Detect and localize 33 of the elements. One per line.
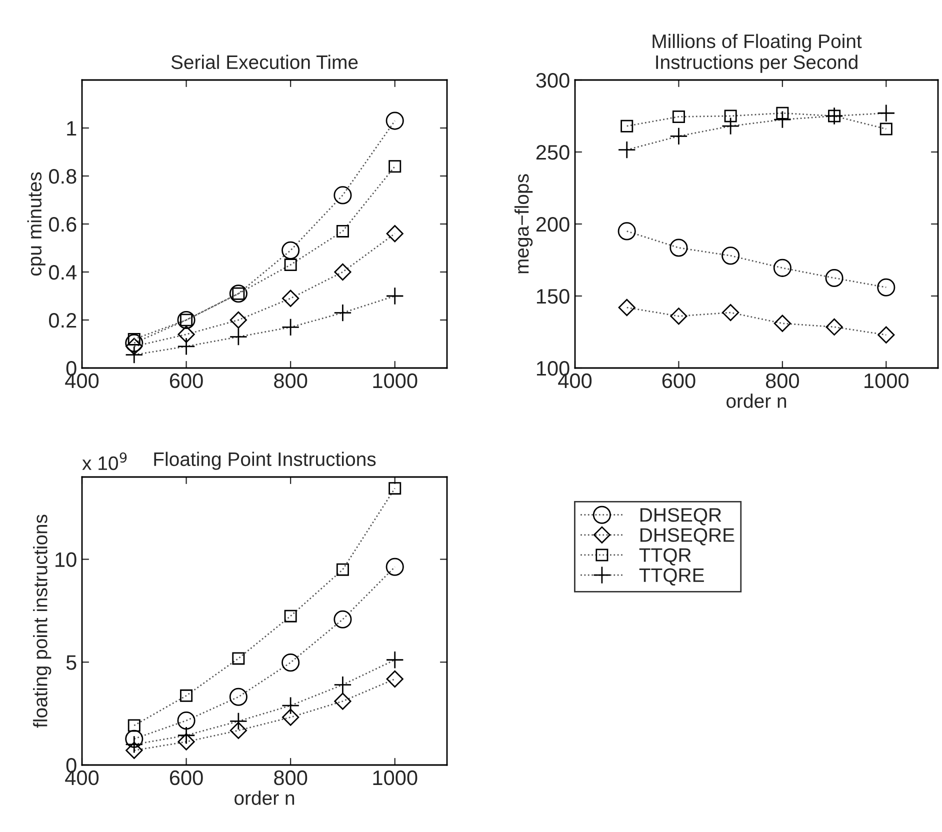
text: x 10$^{9}$ (82, 452, 127, 470)
y-tick-label: 0.4 (48, 265, 77, 280)
legend-label: TTQRE (639, 568, 704, 586)
y-axis-title: cpu minutes (27, 172, 46, 276)
y-axis-title: mega−flops (514, 174, 533, 274)
y-tick-label: 250 (536, 145, 570, 160)
y-tick-label: 10 (56, 552, 76, 568)
y-tick-label: 0.8 (48, 169, 76, 184)
x-tick-label: 600 (662, 373, 696, 388)
x-tick-label: 600 (170, 373, 203, 388)
y-tick-label: 300 (536, 73, 570, 88)
y-tick-label: 0.2 (48, 313, 76, 328)
x-tick-label: 800 (274, 770, 308, 786)
y-tick-label: 150 (536, 289, 570, 304)
x-tick-label: 800 (274, 373, 308, 388)
chart-title: Serial Execution Time (171, 54, 358, 70)
x-tick-label: 1000 (864, 373, 909, 388)
y-tick-label: 1 (67, 121, 76, 136)
x-tick-label: 1000 (373, 373, 418, 388)
y-tick-label: 0.6 (48, 217, 76, 232)
x-tick-label: 1000 (373, 770, 418, 786)
y-axis-title: floating point instructions (33, 514, 52, 728)
chart-title: Millions of Floating Point Instructions per Second (652, 34, 862, 73)
x-tick-label: 800 (766, 373, 799, 388)
legend-label: TTQR (639, 548, 691, 566)
x-axis-title: order n (726, 394, 786, 408)
chart-title: Floating Point Instructions (154, 452, 376, 470)
y-tick-label: 200 (536, 217, 570, 232)
legend-label: DHSEQRE (640, 528, 734, 546)
y-tick-label: 5 (66, 655, 76, 670)
x-axis-title: order n (234, 790, 294, 805)
legend-label: DHSEQR (640, 508, 722, 526)
x-tick-label: 600 (170, 770, 203, 786)
